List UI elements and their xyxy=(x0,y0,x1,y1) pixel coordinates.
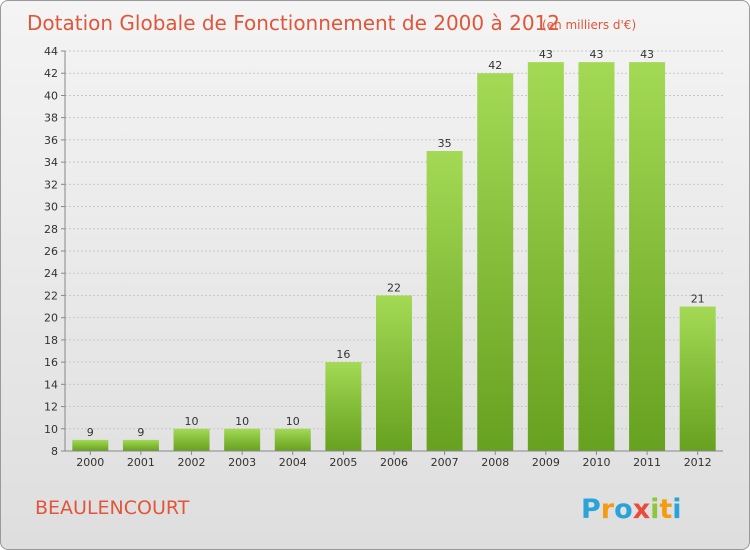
y-axis: 8 10 12 14 16 18 20 22 24 26 28 30 32 34 36 38 40 42 44 xyxy=(44,45,65,458)
bar xyxy=(325,362,362,451)
y-tick-label: 16 xyxy=(44,356,58,369)
y-tick-label: 14 xyxy=(44,378,58,391)
x-tick-label: 2003 xyxy=(228,456,256,469)
y-tick-label: 36 xyxy=(44,134,58,147)
bar-value-label: 21 xyxy=(691,293,705,306)
x-tick-label: 2001 xyxy=(127,456,155,469)
y-tick-label: 24 xyxy=(44,267,58,280)
y-tick-label: 44 xyxy=(44,45,58,58)
bar xyxy=(426,151,463,451)
bar-value-label: 35 xyxy=(438,137,452,150)
bar xyxy=(72,439,109,451)
bar-value-label: 16 xyxy=(336,348,350,361)
bar xyxy=(122,439,159,451)
bar-value-label: 10 xyxy=(286,415,300,428)
x-tick-label: 2005 xyxy=(329,456,357,469)
x-tick-label: 2012 xyxy=(684,456,712,469)
bar xyxy=(224,428,261,451)
x-tick-label: 2002 xyxy=(178,456,206,469)
y-tick-label: 34 xyxy=(44,156,58,169)
bar xyxy=(578,62,615,451)
bar xyxy=(274,428,311,451)
y-tick-label: 22 xyxy=(44,289,58,302)
chart-title: Dotation Globale de Fonctionnement de 20… xyxy=(27,11,560,35)
chart-subtitle: (en milliers d'€) xyxy=(542,18,636,32)
bar-value-label: 43 xyxy=(640,48,654,61)
bars: 9 9 10 10 10 16 22 35 42 43 43 43 21 xyxy=(72,48,716,451)
y-tick-label: 28 xyxy=(44,223,58,236)
y-tick-label: 18 xyxy=(44,334,58,347)
bar-value-label: 43 xyxy=(589,48,603,61)
bar-value-label: 43 xyxy=(539,48,553,61)
x-tick-label: 2010 xyxy=(582,456,610,469)
bar xyxy=(376,295,412,451)
x-tick-label: 2007 xyxy=(431,456,459,469)
bar-value-label: 10 xyxy=(185,415,199,428)
y-tick-label: 8 xyxy=(51,445,58,458)
bar-value-label: 10 xyxy=(235,415,249,428)
y-tick-label: 20 xyxy=(44,312,58,325)
y-tick-label: 38 xyxy=(44,112,58,125)
bar-value-label: 22 xyxy=(387,281,401,294)
bar-value-label: 9 xyxy=(137,426,144,439)
x-tick-label: 2011 xyxy=(633,456,661,469)
bar-value-label: 9 xyxy=(87,426,94,439)
y-tick-label: 26 xyxy=(44,245,58,258)
x-tick-label: 2008 xyxy=(481,456,509,469)
y-tick-label: 10 xyxy=(44,423,58,436)
x-tick-label: 2009 xyxy=(532,456,560,469)
commune-name: BEAULENCOURT xyxy=(35,497,190,519)
bar xyxy=(173,428,210,451)
x-tick-label: 2006 xyxy=(380,456,408,469)
bar-value-label: 42 xyxy=(488,59,502,72)
y-tick-label: 32 xyxy=(44,178,58,191)
bar xyxy=(527,62,564,451)
x-axis: 2000 2001 2002 2003 2004 2005 2006 2007 2008 2009… xyxy=(76,451,712,469)
x-tick-label: 2000 xyxy=(76,456,104,469)
y-tick-label: 42 xyxy=(44,67,58,80)
bar xyxy=(679,306,716,451)
proxiti-logo: Proxiti xyxy=(581,494,682,525)
bar xyxy=(629,62,666,451)
y-tick-label: 30 xyxy=(44,201,58,214)
x-tick-label: 2004 xyxy=(279,456,307,469)
y-tick-label: 40 xyxy=(44,89,58,102)
bar xyxy=(477,73,514,451)
y-tick-label: 12 xyxy=(44,401,58,414)
